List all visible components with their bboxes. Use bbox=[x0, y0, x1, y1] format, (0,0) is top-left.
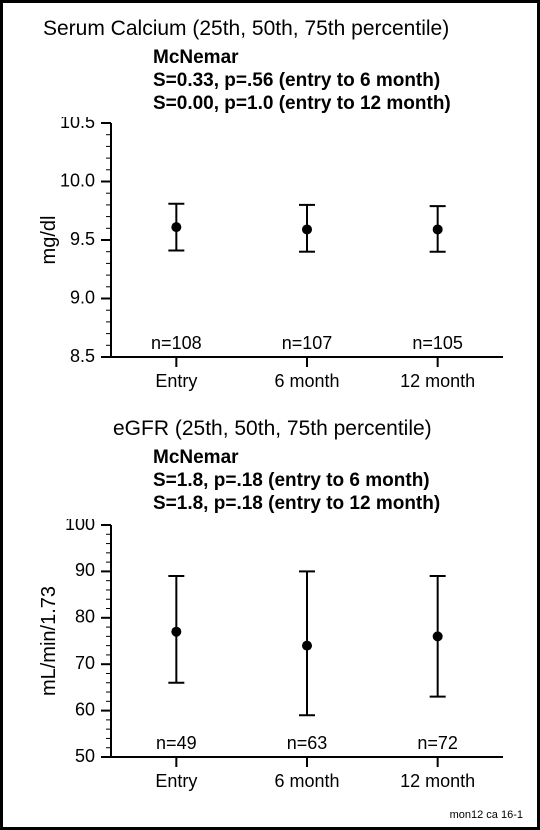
y-axis-label: mg/dl bbox=[38, 216, 60, 265]
stats-block: McNemar S=1.8, p=.18 (entry to 6 month) … bbox=[153, 447, 440, 515]
xtick-label: Entry bbox=[155, 371, 197, 391]
ytick-label: 100 bbox=[65, 519, 95, 534]
xtick-label: Entry bbox=[155, 771, 197, 791]
stats-line-1: S=1.8, p=.18 (entry to 6 month) bbox=[153, 470, 440, 493]
ytick-label: 9.0 bbox=[70, 287, 95, 307]
data-point bbox=[302, 641, 312, 651]
data-point bbox=[433, 224, 443, 234]
ytick-label: 10.0 bbox=[60, 170, 95, 190]
stats-heading: McNemar bbox=[153, 447, 440, 470]
stats-line-1: S=0.33, p=.56 (entry to 6 month) bbox=[153, 70, 451, 93]
stats-line-2: S=0.00, p=1.0 (entry to 12 month) bbox=[153, 93, 451, 116]
ytick-label: 9.5 bbox=[70, 229, 95, 249]
ytick-label: 10.5 bbox=[60, 117, 95, 132]
ytick-label: 70 bbox=[75, 653, 95, 673]
data-point bbox=[171, 627, 181, 637]
chart-serum-calcium: 8.5 9.0 9.5 10.0 10.5 mg/dl Entry n=108 6 month n… bbox=[37, 117, 523, 413]
ytick-label: 90 bbox=[75, 560, 95, 580]
stats-heading: McNemar bbox=[153, 47, 451, 70]
n-label: n=108 bbox=[151, 333, 202, 353]
ytick-label: 80 bbox=[75, 607, 95, 627]
n-label: n=107 bbox=[282, 333, 333, 353]
n-label: n=63 bbox=[287, 733, 328, 753]
xtick-label: 6 month bbox=[274, 771, 339, 791]
chart-egfr: 50 60 70 80 90 100 mL/min/1.73 Entry n=49 6 month… bbox=[37, 519, 523, 813]
figure-id: mon12 ca 16-1 bbox=[450, 809, 523, 821]
panel-title: eGFR (25th, 50th, 75th percentile) bbox=[113, 417, 432, 441]
stats-line-2: S=1.8, p=.18 (entry to 12 month) bbox=[153, 493, 440, 516]
ytick-label: 50 bbox=[75, 746, 95, 766]
stats-block: McNemar S=0.33, p=.56 (entry to 6 month)… bbox=[153, 47, 451, 115]
xtick-label: 12 month bbox=[400, 771, 475, 791]
n-label: n=105 bbox=[412, 333, 463, 353]
n-label: n=49 bbox=[156, 733, 197, 753]
data-point bbox=[302, 224, 312, 234]
panel-title: Serum Calcium (25th, 50th, 75th percenti… bbox=[43, 17, 449, 41]
data-point bbox=[433, 631, 443, 641]
y-axis-label: mL/min/1.73 bbox=[38, 586, 60, 696]
ytick-label: 8.5 bbox=[70, 346, 95, 366]
n-label: n=72 bbox=[417, 733, 458, 753]
xtick-label: 6 month bbox=[274, 371, 339, 391]
xtick-label: 12 month bbox=[400, 371, 475, 391]
figure-frame: Serum Calcium (25th, 50th, 75th percenti… bbox=[0, 0, 540, 830]
ytick-label: 60 bbox=[75, 699, 95, 719]
data-point bbox=[171, 222, 181, 232]
